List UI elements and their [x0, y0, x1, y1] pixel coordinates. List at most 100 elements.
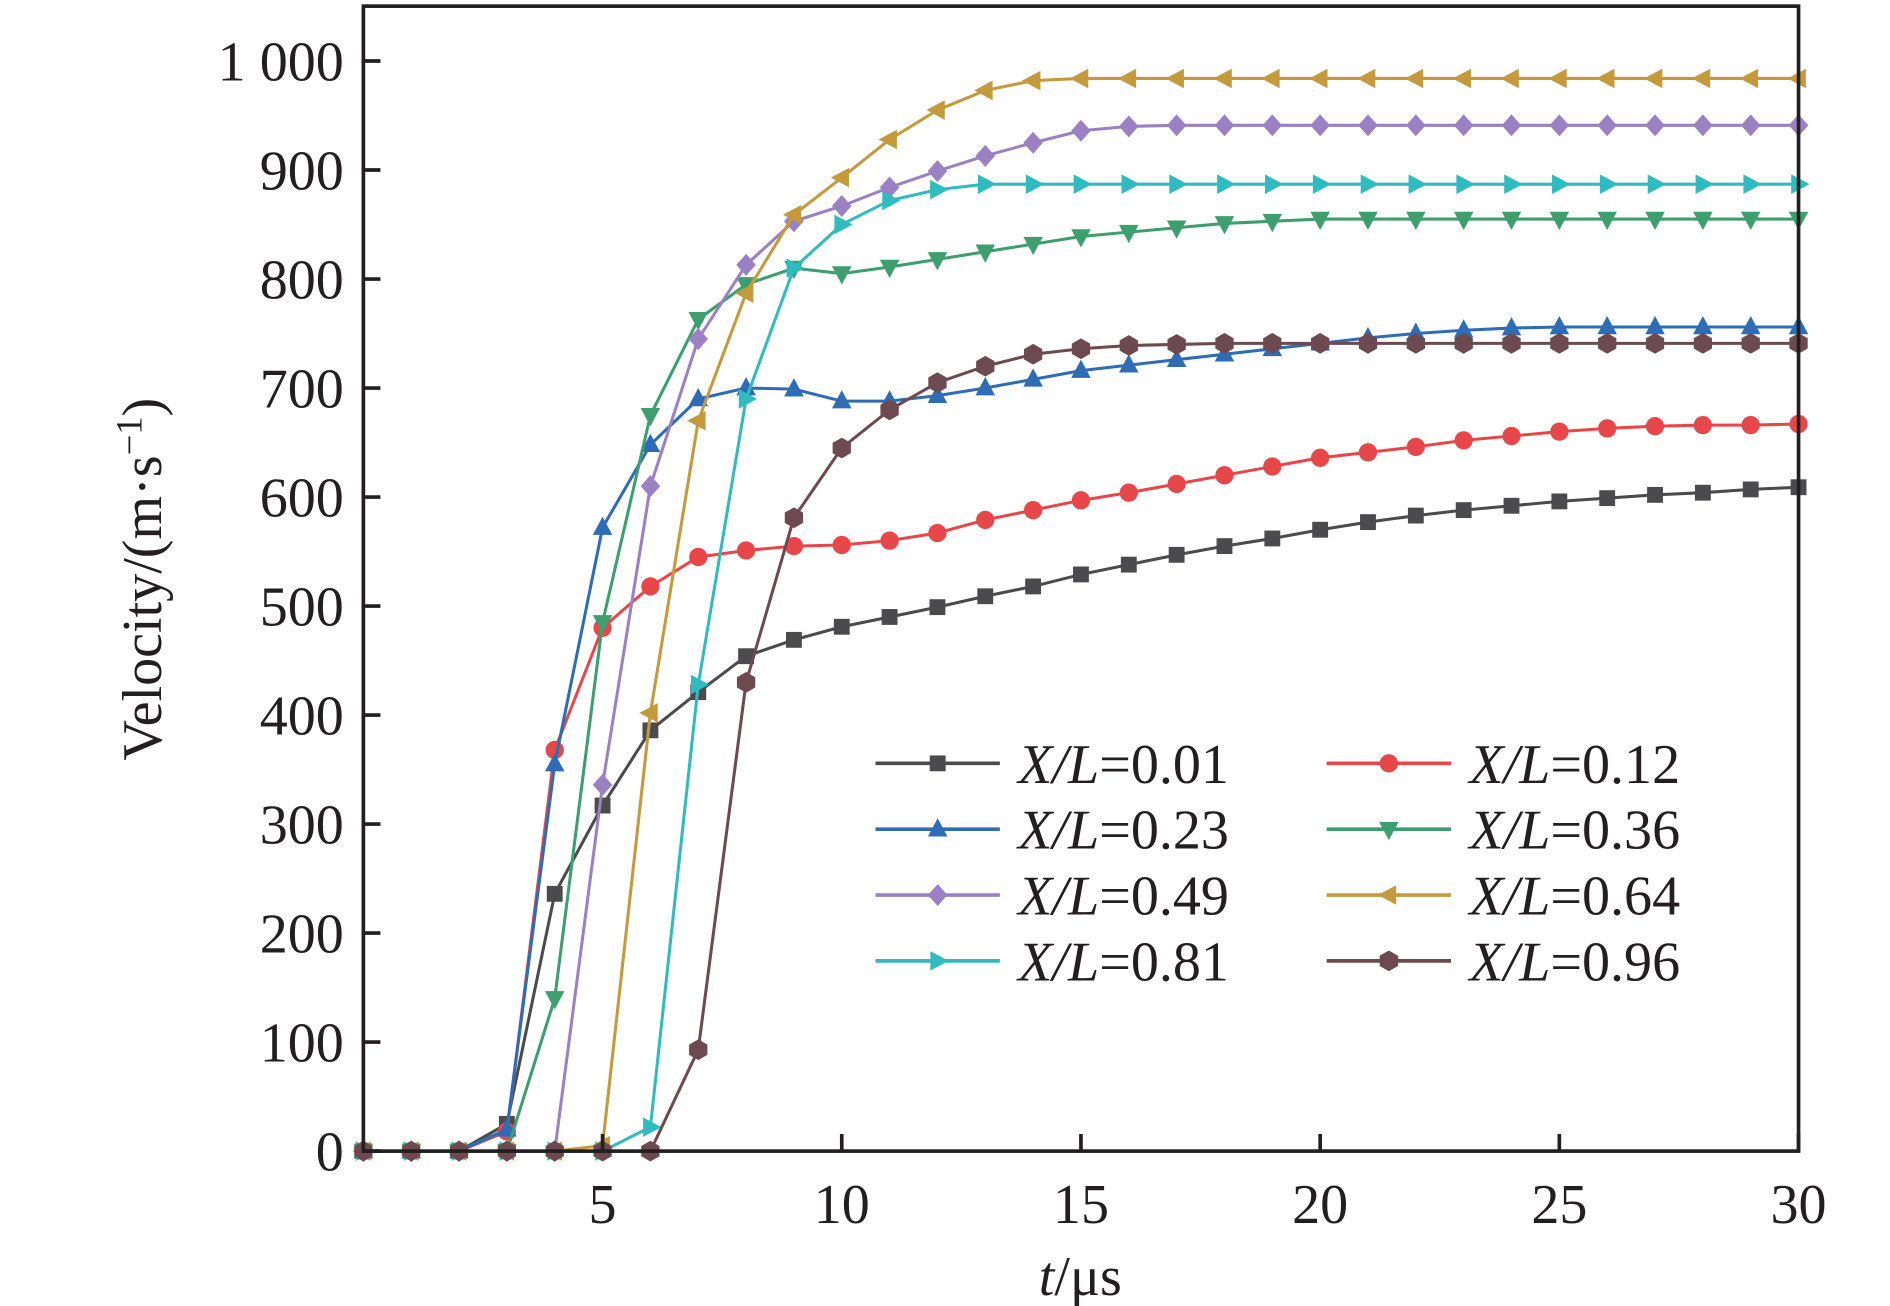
data-point-triangle-down: [688, 312, 708, 331]
y-tick-label: 100: [260, 1013, 344, 1075]
data-point-diamond: [1358, 114, 1378, 137]
data-point-triangle-down: [927, 252, 948, 271]
data-point-hexagon: [1311, 332, 1330, 354]
data-point-square: [785, 631, 802, 648]
data-point-circle: [1071, 491, 1091, 510]
data-point-circle: [1167, 474, 1186, 494]
legend-label: X/L=0.23: [1016, 800, 1229, 862]
data-point-triangle-down: [879, 259, 900, 279]
data-point-triangle-down: [1597, 211, 1617, 231]
data-point-diamond: [1166, 114, 1187, 137]
data-point-triangle-right: [1456, 174, 1475, 194]
data-point-triangle-left: [1069, 68, 1089, 89]
data-point-triangle-up: [688, 387, 708, 407]
data-point-triangle-left: [878, 129, 897, 150]
data-point-triangle-right: [1169, 174, 1188, 194]
series-xl-0_49: [353, 114, 1809, 1163]
data-point-triangle-left: [1213, 68, 1232, 89]
data-point-hexagon: [1071, 338, 1091, 360]
data-point-diamond: [688, 328, 708, 350]
data-point-triangle-down: [592, 615, 613, 634]
data-point-triangle-left: [1357, 68, 1376, 89]
data-point-circle: [1693, 415, 1713, 435]
data-point-square: [1599, 490, 1616, 507]
data-point-triangle-down: [1406, 211, 1426, 231]
data-point-triangle-left: [735, 283, 754, 303]
data-point-triangle-left: [830, 167, 850, 188]
legend-label: X/L=0.81: [1016, 931, 1229, 993]
data-point-hexagon: [689, 1039, 708, 1061]
data-point-triangle-down: [640, 407, 661, 427]
x-tick-label: 30: [1771, 1174, 1827, 1236]
y-axis-label-sup: −1: [108, 416, 149, 455]
data-point-circle: [1263, 457, 1282, 476]
data-point-square: [1073, 566, 1089, 583]
data-point-hexagon: [1502, 332, 1521, 354]
data-point-triangle-right: [1073, 174, 1092, 194]
series-line: [363, 182, 1799, 1153]
data-point-diamond: [1740, 114, 1761, 137]
data-point-square: [1694, 484, 1711, 501]
data-point-circle: [689, 547, 708, 567]
data-point-hexagon: [1693, 332, 1713, 354]
legend-label-var: X/L: [1016, 931, 1099, 993]
legend-label-var: X/L: [1016, 800, 1099, 862]
data-point-triangle-right: [1695, 174, 1714, 194]
data-point-triangle-up: [1693, 316, 1713, 335]
data-point-circle: [736, 541, 756, 560]
data-point-square: [1503, 497, 1520, 514]
data-point-diamond: [592, 773, 613, 796]
data-point-hexagon: [784, 507, 804, 529]
legend-label-var: X/L: [1016, 866, 1099, 928]
data-point-square: [738, 648, 755, 665]
data-point-triangle-left: [1117, 68, 1137, 89]
y-axis-label: Velocity/(m·s−1): [108, 398, 174, 761]
data-point-diamond: [1214, 114, 1235, 137]
data-point-triangle-right: [1599, 174, 1619, 194]
data-point-square: [977, 588, 994, 605]
data-point-square: [929, 599, 946, 616]
data-point-square: [594, 797, 611, 814]
data-point-triangle-left: [926, 100, 945, 120]
data-point-triangle-down: [1166, 220, 1187, 239]
legend-label-var: X/L: [1016, 734, 1099, 796]
data-point-diamond: [1549, 114, 1570, 137]
data-point-triangle-down: [975, 244, 996, 263]
legend-label-value: =0.12: [1550, 734, 1680, 796]
data-point-hexagon: [928, 372, 947, 393]
legend-item: X/L=0.01: [875, 734, 1229, 796]
legend-item: X/L=0.81: [875, 931, 1229, 993]
data-point-diamond: [1597, 114, 1617, 137]
data-point-hexagon: [1645, 332, 1665, 354]
series-xl-0_23: [353, 316, 1809, 1159]
data-point-triangle-left: [1548, 68, 1567, 89]
data-point-triangle-left: [1022, 70, 1041, 91]
data-point-square: [1360, 514, 1376, 531]
data-point-triangle-up: [1071, 359, 1091, 378]
data-point-hexagon: [1406, 332, 1425, 354]
data-point-hexagon: [1358, 332, 1378, 354]
data-point-triangle-up: [927, 384, 948, 403]
data-point-triangle-up: [640, 433, 661, 453]
data-point-triangle-right: [643, 1117, 662, 1137]
data-point-circle: [1550, 422, 1569, 441]
data-point-triangle-down: [1071, 229, 1091, 248]
data-point-square: [1025, 578, 1042, 595]
data-point-triangle-up: [1549, 316, 1570, 335]
data-point-triangle-left: [1165, 68, 1184, 89]
y-tick-label: 200: [260, 904, 344, 966]
data-point-square: [1742, 481, 1759, 498]
data-point-diamond: [927, 160, 948, 183]
data-point-circle: [1119, 483, 1138, 502]
y-tick-label: 500: [260, 577, 344, 639]
data-point-triangle-left: [1500, 68, 1519, 89]
legend-label: X/L=0.64: [1467, 866, 1680, 928]
data-point-triangle-right: [930, 179, 949, 200]
legend-label-value: =0.01: [1099, 734, 1229, 796]
data-point-circle: [1502, 426, 1521, 446]
data-point-triangle-left: [1739, 68, 1759, 89]
data-point-triangle-left: [1596, 68, 1615, 89]
data-point-hexagon: [1263, 332, 1282, 354]
y-axis-label-main: Velocity/(m·s: [112, 455, 174, 760]
x-tick-label: 10: [814, 1174, 870, 1236]
